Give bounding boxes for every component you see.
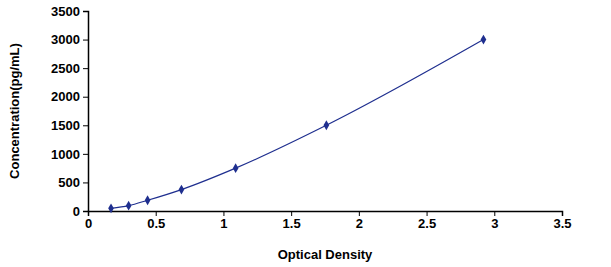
y-tick: 0: [73, 204, 88, 219]
x-tick-label: 0: [85, 216, 92, 231]
y-tick: 3500: [51, 4, 88, 19]
y-tick-mark: [83, 11, 88, 12]
y-tick-mark: [83, 125, 88, 126]
y-tick: 2500: [51, 61, 88, 76]
x-tick-label: 1.5: [283, 216, 301, 231]
data-point: [481, 35, 487, 45]
y-tick: 500: [58, 175, 88, 190]
y-tick-mark: [83, 68, 88, 69]
y-tick-label: 2000: [51, 89, 80, 104]
x-axis: 0 0.5 1 1.5 2 2.5 3 3.5: [85, 211, 572, 231]
y-tick-mark: [83, 40, 88, 41]
y-tick-label: 1000: [51, 147, 80, 162]
x-tick-label: 3.5: [553, 216, 571, 231]
x-tick: 1: [220, 211, 227, 231]
x-tick-label: 0.5: [147, 216, 165, 231]
data-point: [324, 120, 330, 130]
curve: [111, 40, 483, 209]
x-tick-label: 2: [356, 216, 363, 231]
y-tick-label: 3000: [51, 32, 80, 47]
y-tick: 2000: [51, 89, 88, 104]
y-tick: 1500: [51, 118, 88, 133]
plot: 0 0.5 1 1.5 2 2.5 3 3.5 0 500 1000 1500 2000 2500 3000…: [51, 4, 571, 232]
x-tick: 2.5: [418, 211, 436, 231]
data-point: [179, 185, 185, 195]
x-tick: 0.5: [147, 211, 165, 231]
x-tick-label: 3: [491, 216, 498, 231]
x-tick: 0: [85, 211, 92, 231]
y-tick: 1000: [51, 147, 88, 162]
y-tick-mark: [83, 97, 88, 98]
x-tick-label: 2.5: [418, 216, 436, 231]
data-point: [126, 201, 132, 211]
y-axis-title: Concentration(pg/mL): [7, 43, 22, 179]
y-tick-label: 1500: [51, 118, 80, 133]
x-tick-label: 1: [220, 216, 227, 231]
x-tick: 3: [491, 211, 498, 231]
y-tick-label: 0: [73, 204, 80, 219]
y-tick-mark: [83, 182, 88, 183]
chart: 0 0.5 1 1.5 2 2.5 3 3.5 0 500 1000 1500 2000 2500 3000…: [0, 0, 611, 267]
x-axis-title: Optical Density: [278, 247, 373, 262]
data-point: [145, 195, 151, 205]
y-axis-line: [83, 12, 89, 212]
y-tick-label: 2500: [51, 61, 80, 76]
x-tick: 3.5: [553, 211, 571, 231]
data-point: [108, 203, 114, 213]
y-tick-mark: [83, 154, 88, 155]
y-tick-label: 3500: [51, 4, 80, 19]
y-tick-label: 500: [58, 175, 80, 190]
x-tick: 1.5: [283, 211, 301, 231]
y-tick: 3000: [51, 32, 88, 47]
x-tick: 2: [356, 211, 363, 231]
y-tick-mark: [83, 211, 88, 212]
data-point: [233, 163, 239, 173]
marks: [108, 35, 486, 214]
y-axis: 0 500 1000 1500 2000 2500 3000 3500: [51, 4, 88, 219]
